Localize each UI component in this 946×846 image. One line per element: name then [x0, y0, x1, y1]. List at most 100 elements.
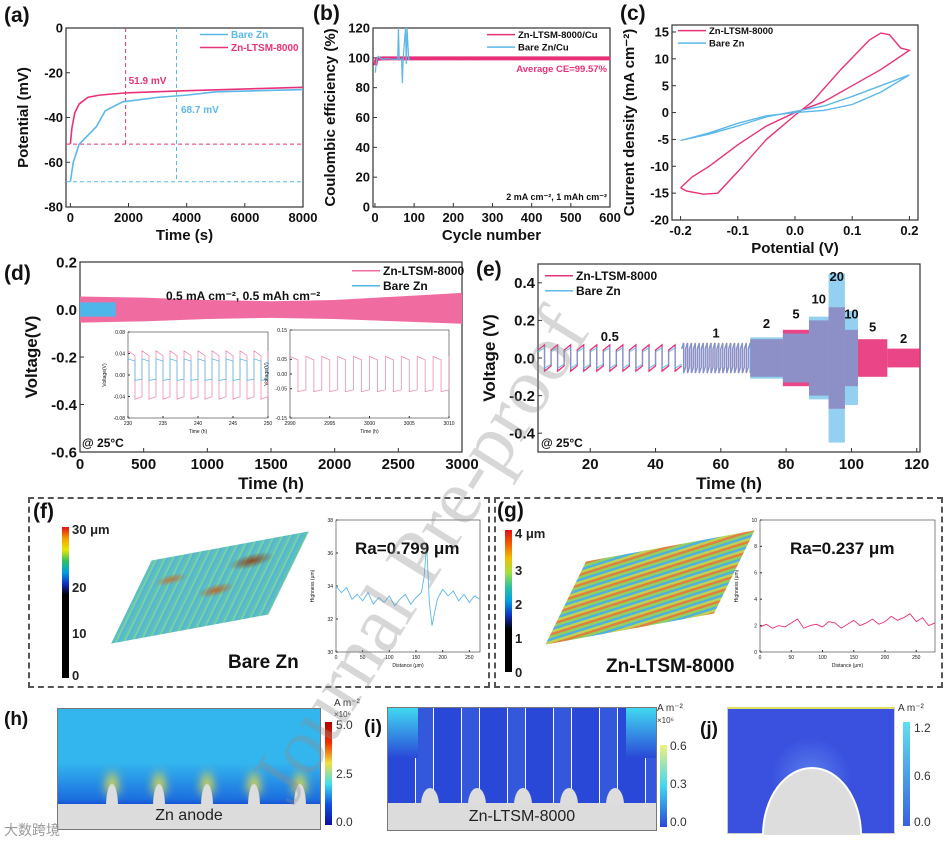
x-tick-label: 1500	[254, 456, 287, 473]
series-line	[374, 27, 411, 84]
x-axis-label: Time (h)	[238, 474, 304, 493]
data-point	[591, 56, 595, 61]
x-axis-label: Time (h)	[189, 429, 208, 435]
y-tick-label: -0.4	[509, 425, 536, 442]
panel-f-title: Bare Zn	[228, 652, 299, 673]
ra-value-f: Ra=0.799 μm	[355, 539, 460, 558]
data-point	[544, 56, 548, 61]
x-tick-label: 3010	[443, 421, 454, 427]
colorbar-h-label: 5.0	[336, 718, 353, 732]
legend-entry: Bare Zn	[576, 284, 621, 298]
data-point	[553, 56, 558, 61]
x-tick-label: 500	[131, 456, 156, 473]
colorbar-g-label: 2	[515, 597, 523, 612]
y-tick-label: -5	[657, 132, 669, 147]
y-axis-label: Voltage(V)	[22, 316, 41, 399]
x-tick-label: 80	[778, 456, 795, 473]
axes-c: -0.2 -0.1 0.0 0.1 0.2 15 10 5 0 -5 -10 -15 -20 Potent…	[621, 24, 919, 257]
rate-label: 5	[869, 320, 876, 335]
series-line	[69, 86, 304, 145]
panel-i-title: Zn-LTSM-8000	[468, 808, 576, 825]
data-point	[428, 56, 432, 61]
colorbar-f-unit: 30 μm	[72, 522, 110, 537]
y-tick-label: -20	[44, 65, 63, 80]
zn-dendrite-tip	[106, 784, 118, 806]
panel-label-a: (a)	[4, 4, 30, 27]
y-tick-label: -15	[650, 186, 669, 201]
data-point	[604, 56, 608, 61]
data-point	[525, 56, 529, 61]
x-tick-label: 40	[647, 456, 664, 473]
x-tick-label: 50	[360, 655, 366, 661]
y-tick-label: -0.04	[114, 394, 126, 400]
axes-d-inset2: 2990 2995 3000 3005 3010 0.15 0.05 0.00 -0.05 -0.…	[264, 328, 455, 435]
y-tick-label: -0.08	[114, 416, 126, 422]
data-point	[437, 56, 442, 61]
data-point	[441, 56, 445, 61]
legend-entry: Bare Zn/Cu	[518, 43, 569, 54]
annotation: @ 25°C	[82, 436, 124, 450]
edge-highlight	[388, 708, 418, 758]
data-point	[459, 56, 464, 61]
x-tick-label: 0	[67, 210, 74, 225]
corner-logo: 大数跨境	[4, 822, 60, 838]
y-tick-label: 0.04	[115, 351, 125, 357]
legend-entry: Zn-LTSM-8000	[231, 43, 299, 54]
y-tick-label: 38	[327, 518, 333, 524]
data-point	[510, 56, 514, 61]
series-line	[680, 32, 912, 195]
x-axis-label: Cycle number	[442, 227, 541, 244]
x-tick-label: 4000	[172, 210, 201, 225]
rate-label: 20	[830, 269, 844, 284]
x-tick-label: 100	[839, 456, 864, 473]
y-tick-label: 4	[754, 597, 757, 603]
data-point	[469, 56, 473, 61]
x-tick-label: 250	[465, 655, 474, 661]
data-point	[607, 56, 611, 61]
x-axis-label: Time (h)	[360, 429, 379, 435]
y-tick-label: 0.2	[56, 254, 77, 271]
x-tick-label: 2000	[318, 456, 351, 473]
plot-frame	[671, 24, 919, 221]
x-tick-label: 200	[438, 655, 447, 661]
zn-anode-substrate	[58, 804, 320, 829]
x-tick-label: 100	[403, 210, 425, 225]
data-point	[538, 56, 542, 61]
zn-dendrite-tip	[248, 784, 260, 806]
zn-bump-zoomed	[762, 767, 862, 835]
y-tick-label: -40	[44, 110, 63, 125]
colorbar-j-unit: A m⁻²	[898, 703, 924, 714]
data-point	[532, 56, 536, 61]
rate-label: 10	[844, 307, 858, 322]
data-point	[481, 56, 486, 61]
panel-label-i: (i)	[364, 717, 382, 738]
panel-f-frame	[28, 497, 490, 688]
x-tick-label: 100	[385, 655, 394, 661]
data-point	[550, 56, 555, 61]
data-point	[560, 56, 564, 61]
x-tick-label: 60	[712, 456, 729, 473]
annotation: @ 25°C	[541, 436, 583, 450]
x-tick-label: 500	[560, 210, 582, 225]
y-tick-label: 0	[754, 650, 757, 656]
colorbar-h-unit: A m⁻²	[334, 698, 360, 709]
x-tick-label: 1000	[191, 456, 224, 473]
y-axis-label: Highness (μm)	[310, 569, 316, 602]
voltage-band-bare	[828, 273, 845, 443]
colorbar-h-label: 2.5	[336, 767, 353, 781]
colorbar-i-scale: ×10⁶	[657, 716, 674, 725]
x-tick-label: 3005	[404, 421, 415, 427]
data-point	[566, 56, 570, 61]
panel-label-e: (e)	[476, 258, 502, 281]
data-point	[444, 56, 448, 61]
x-tick-label: 2000	[114, 210, 143, 225]
y-tick-label: 0.00	[277, 372, 287, 378]
profile-line	[759, 613, 936, 629]
y-tick-label: 0.15	[277, 328, 287, 334]
colorbar-j	[903, 722, 910, 826]
x-tick-label: 8000	[289, 210, 318, 225]
y-axis-label: Coulombic efficiency (%)	[322, 28, 339, 206]
panel-h-title: Zn anode	[155, 807, 223, 824]
y-tick-label: 0.0	[56, 302, 77, 319]
